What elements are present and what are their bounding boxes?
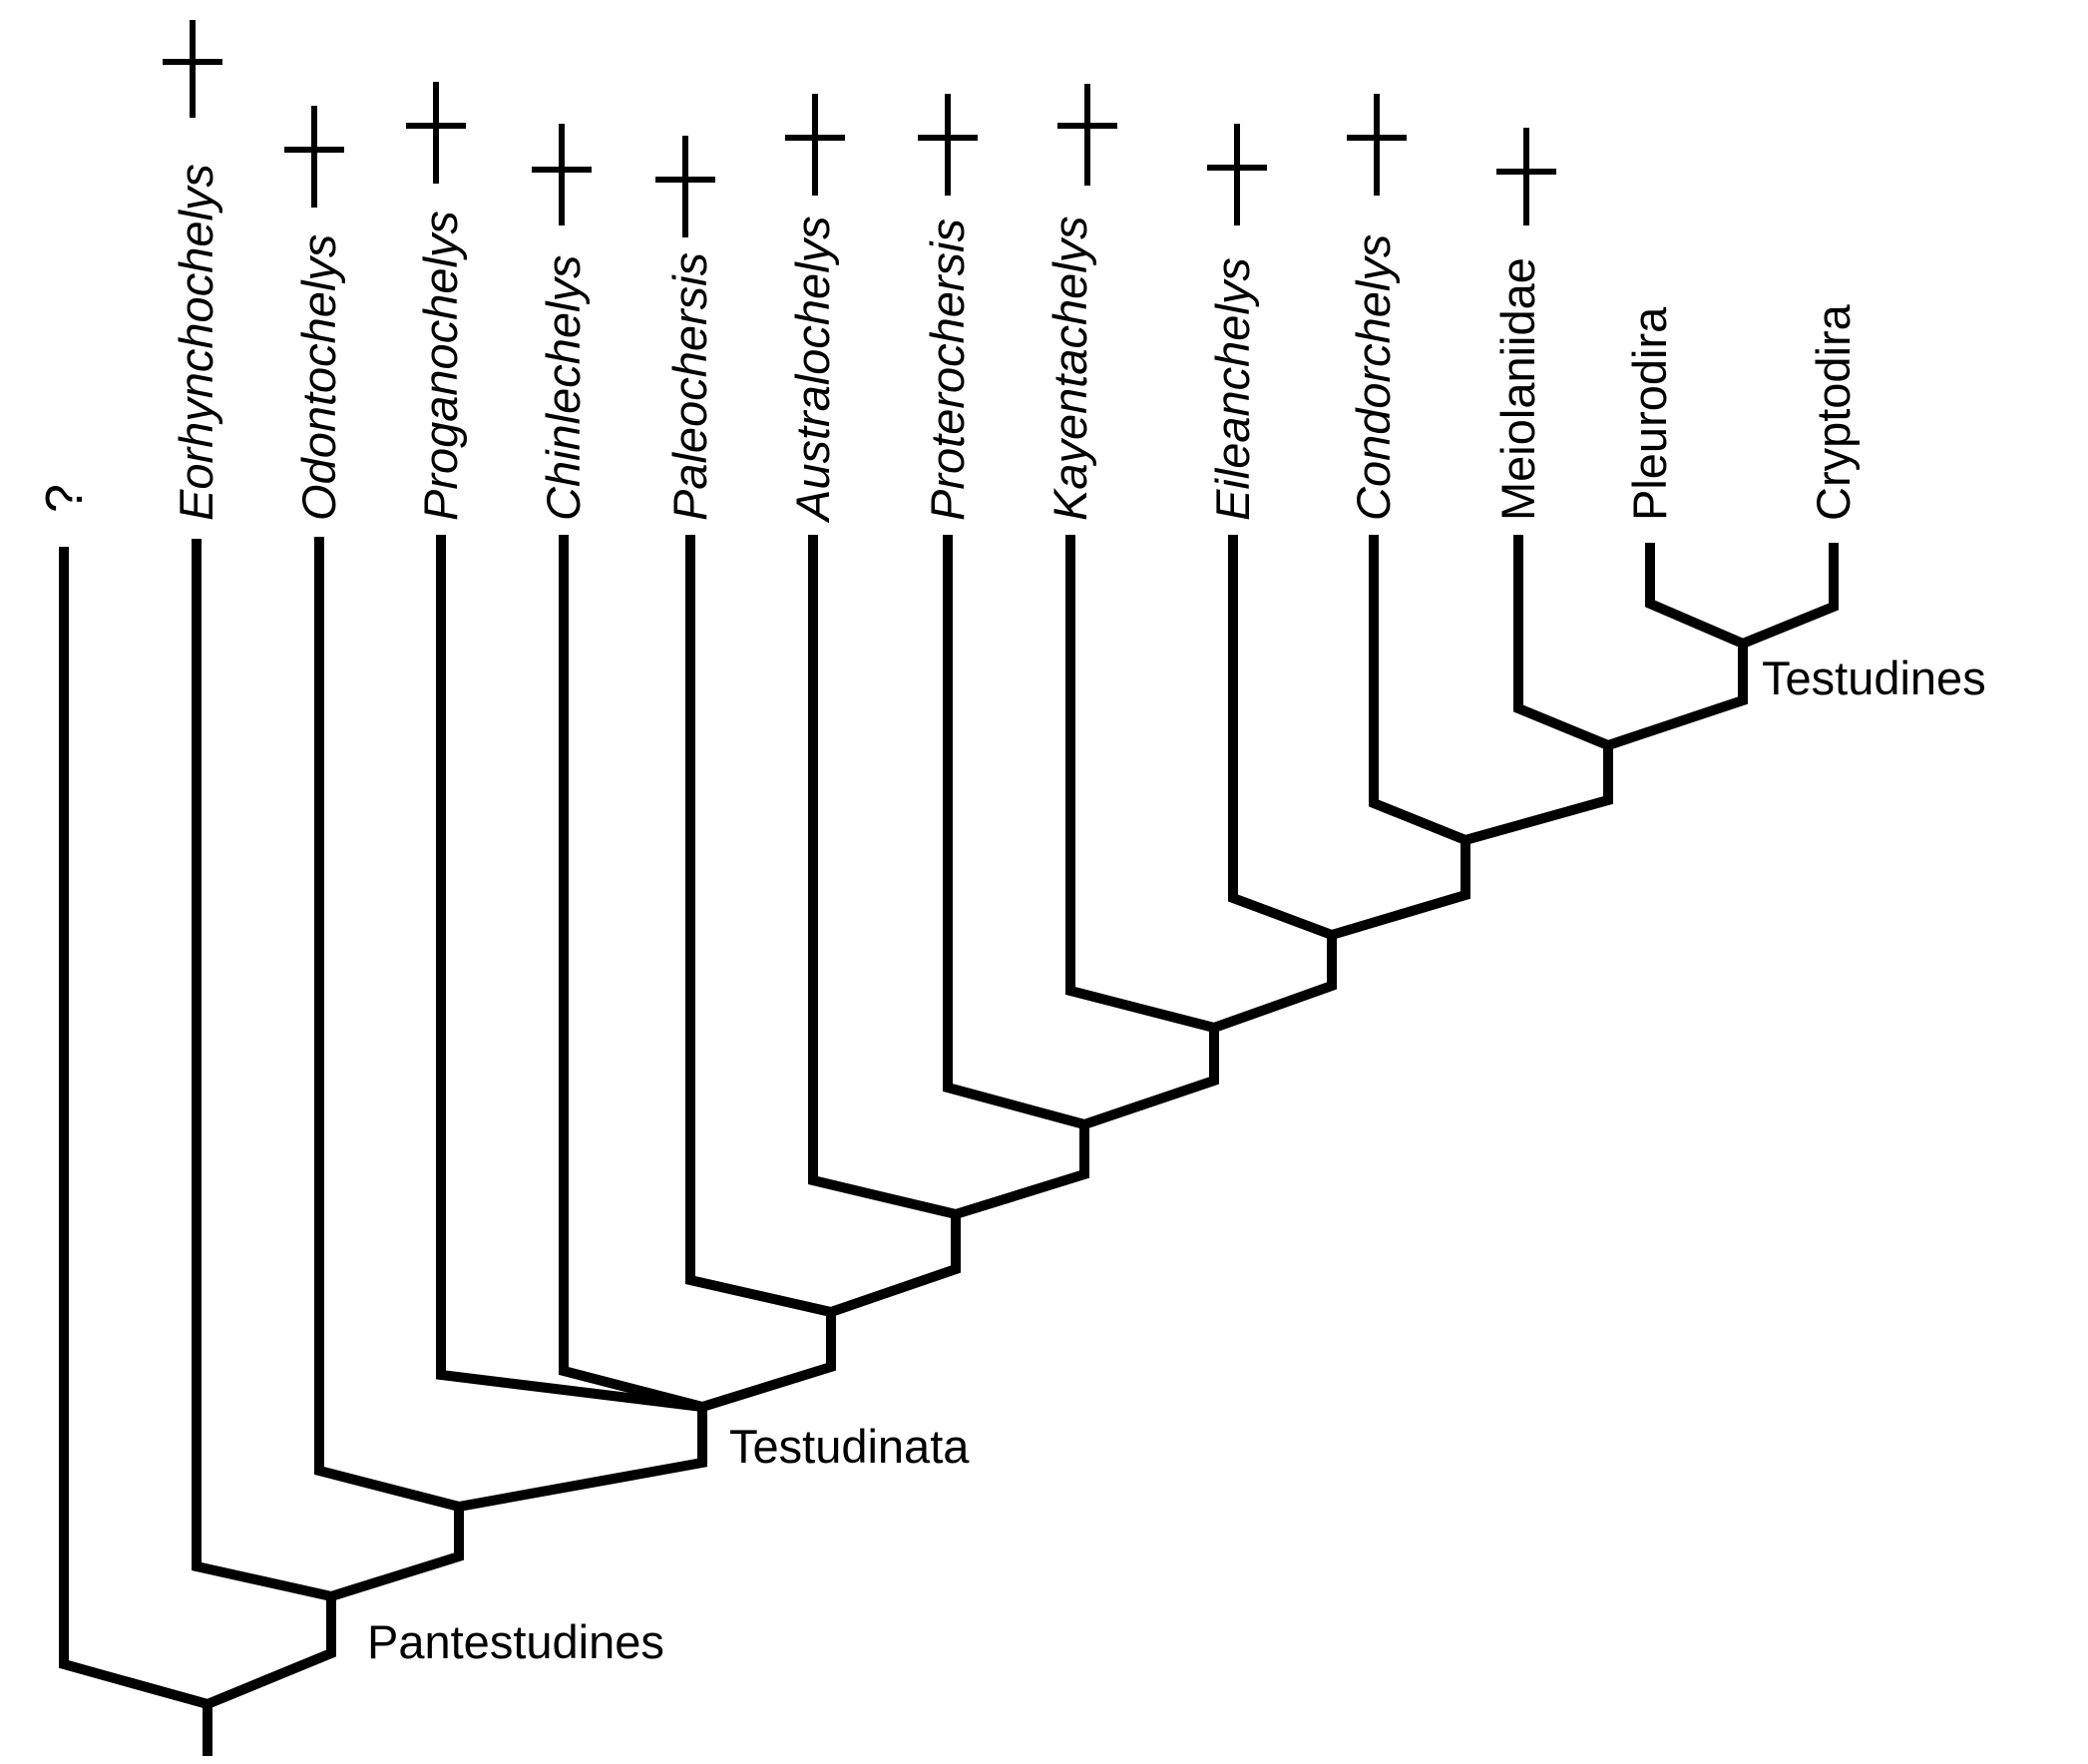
branch-odontochelys <box>314 537 707 1513</box>
taxon-label-paleochersis: Paleochersis <box>663 252 716 521</box>
extinct-dagger-icon-condorchelys <box>1347 94 1407 196</box>
taxon-label-meiolaniidae: Meiolaniidae <box>1491 257 1544 521</box>
taxon-label-pleurodira: Pleurodira <box>1623 306 1676 521</box>
tree-branches <box>59 535 1839 1756</box>
branch-eorhynchochelys <box>192 539 464 1602</box>
extinct-dagger-icon-eileanchelys <box>1207 124 1267 225</box>
extinct-dagger-icon-odontochelys <box>284 106 344 208</box>
branch-kayentachelys <box>1065 535 1337 1034</box>
taxon-labels: Eorhynchochelys Odontochelys Proganochelys… <box>170 164 1860 524</box>
branch-unknown <box>59 547 336 1710</box>
branch-australochelys <box>808 535 1089 1220</box>
branch-condorchelys <box>1369 535 1613 846</box>
extinct-dagger-icon-paleochersis <box>655 136 715 237</box>
branch-eileanchelys <box>1228 535 1470 941</box>
taxon-label-eileanchelys: Eileanchelys <box>1206 257 1259 521</box>
branch-paleochersis <box>685 535 961 1318</box>
extinct-dagger-icon-proganochelys <box>406 82 466 184</box>
taxon-label-cryptodira: Cryptodira <box>1807 303 1860 521</box>
taxon-label-chinlechelys: Chinlechelys <box>537 255 590 521</box>
clade-label-testudinata: Testudinata <box>729 1420 970 1473</box>
taxon-label-kayentachelys: Kayentachelys <box>1044 216 1096 521</box>
unknown-taxon-question-mark: ? <box>36 484 94 513</box>
taxon-label-proterochersis: Proterochersis <box>921 219 974 521</box>
extinct-dagger-icon-chinlechelys <box>532 124 592 225</box>
extinct-dagger-icon-kayentachelys <box>1057 84 1117 186</box>
branch-chinlechelys <box>559 535 836 1413</box>
taxon-label-australochelys: Australochelys <box>786 216 839 524</box>
extinct-dagger-icon-australochelys <box>785 94 845 196</box>
taxon-label-eorhynchochelys: Eorhynchochelys <box>170 164 222 521</box>
branch-pleurodira <box>1645 543 1839 650</box>
taxon-label-proganochelys: Proganochelys <box>414 211 467 521</box>
branch-proterochersis <box>943 535 1219 1130</box>
extinction-markers <box>163 20 1556 237</box>
clade-label-testudines: Testudines <box>1762 652 1986 704</box>
extinct-dagger-icon-meiolaniidae <box>1496 128 1556 225</box>
clade-label-pantestudines: Pantestudines <box>367 1615 664 1668</box>
extinct-dagger-icon-eorhynchochelys <box>163 20 222 118</box>
branch-proganochelys <box>436 535 703 1412</box>
taxon-label-condorchelys: Condorchelys <box>1347 234 1400 521</box>
branch-meiolaniidae <box>1513 535 1748 751</box>
taxon-label-odontochelys: Odontochelys <box>292 234 345 521</box>
extinct-dagger-icon-proterochersis <box>918 94 978 196</box>
